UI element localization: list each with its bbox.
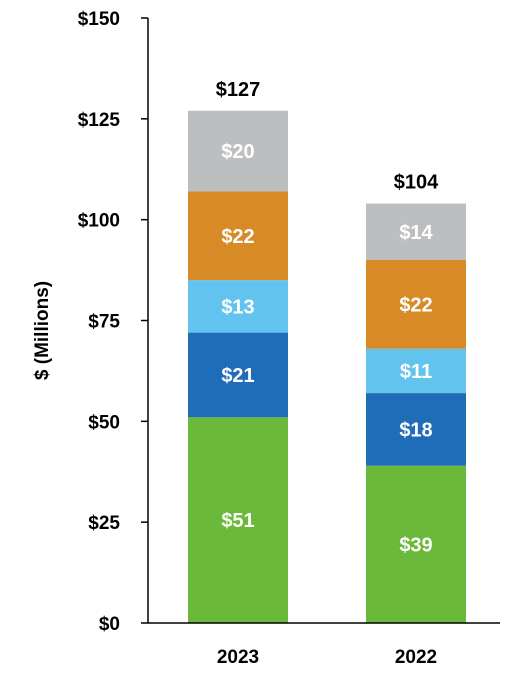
y-tick-label: $0 <box>99 614 120 635</box>
bar-segment-label: $51 <box>221 510 254 532</box>
y-tick-label: $25 <box>88 513 120 534</box>
bar-segment <box>366 203 466 260</box>
bar-segment-label: $20 <box>221 141 254 163</box>
bar-segment <box>366 348 466 394</box>
x-tick-label: 2023 <box>217 647 259 668</box>
bar-segment <box>366 465 466 623</box>
bar-segment-label: $18 <box>399 419 432 441</box>
bar-segment-label: $39 <box>399 534 432 556</box>
y-axis-ticks: $0 $25 $50 $75 $100 $125 $150 <box>78 9 148 635</box>
bar-segment <box>188 332 288 418</box>
bar-segment <box>366 260 466 349</box>
bar-segment <box>188 191 288 281</box>
bar-segment-label: $22 <box>399 294 432 316</box>
y-tick-label: $125 <box>78 110 121 131</box>
y-tick-label: $150 <box>78 9 120 30</box>
bar-segment <box>188 417 288 623</box>
total-labels: $127 $104 <box>216 79 439 194</box>
bar-segment <box>188 110 288 192</box>
bars <box>188 110 466 623</box>
x-tick-label: 2022 <box>395 647 437 668</box>
segment-labels: $51 $21 $13 $22 $20 $39 $18 $11 $22 $14 <box>221 141 433 556</box>
bar-segment-label: $13 <box>221 296 254 318</box>
bar-segment-label: $11 <box>400 361 432 383</box>
y-axis-label: $ (Millions) <box>32 281 53 380</box>
bar-total-label: $127 <box>216 79 261 101</box>
bar-segment-label: $14 <box>399 222 433 244</box>
y-tick-label: $50 <box>88 412 120 433</box>
bar-segment <box>188 280 288 333</box>
bar-total-label: $104 <box>394 172 439 194</box>
y-tick-label: $100 <box>78 211 120 232</box>
bar-segment-label: $21 <box>221 365 254 387</box>
x-axis-ticks: 2023 2022 <box>217 647 437 668</box>
bar-segment-label: $22 <box>221 226 254 248</box>
bar-segment <box>366 393 466 466</box>
y-tick-label: $75 <box>88 312 120 333</box>
